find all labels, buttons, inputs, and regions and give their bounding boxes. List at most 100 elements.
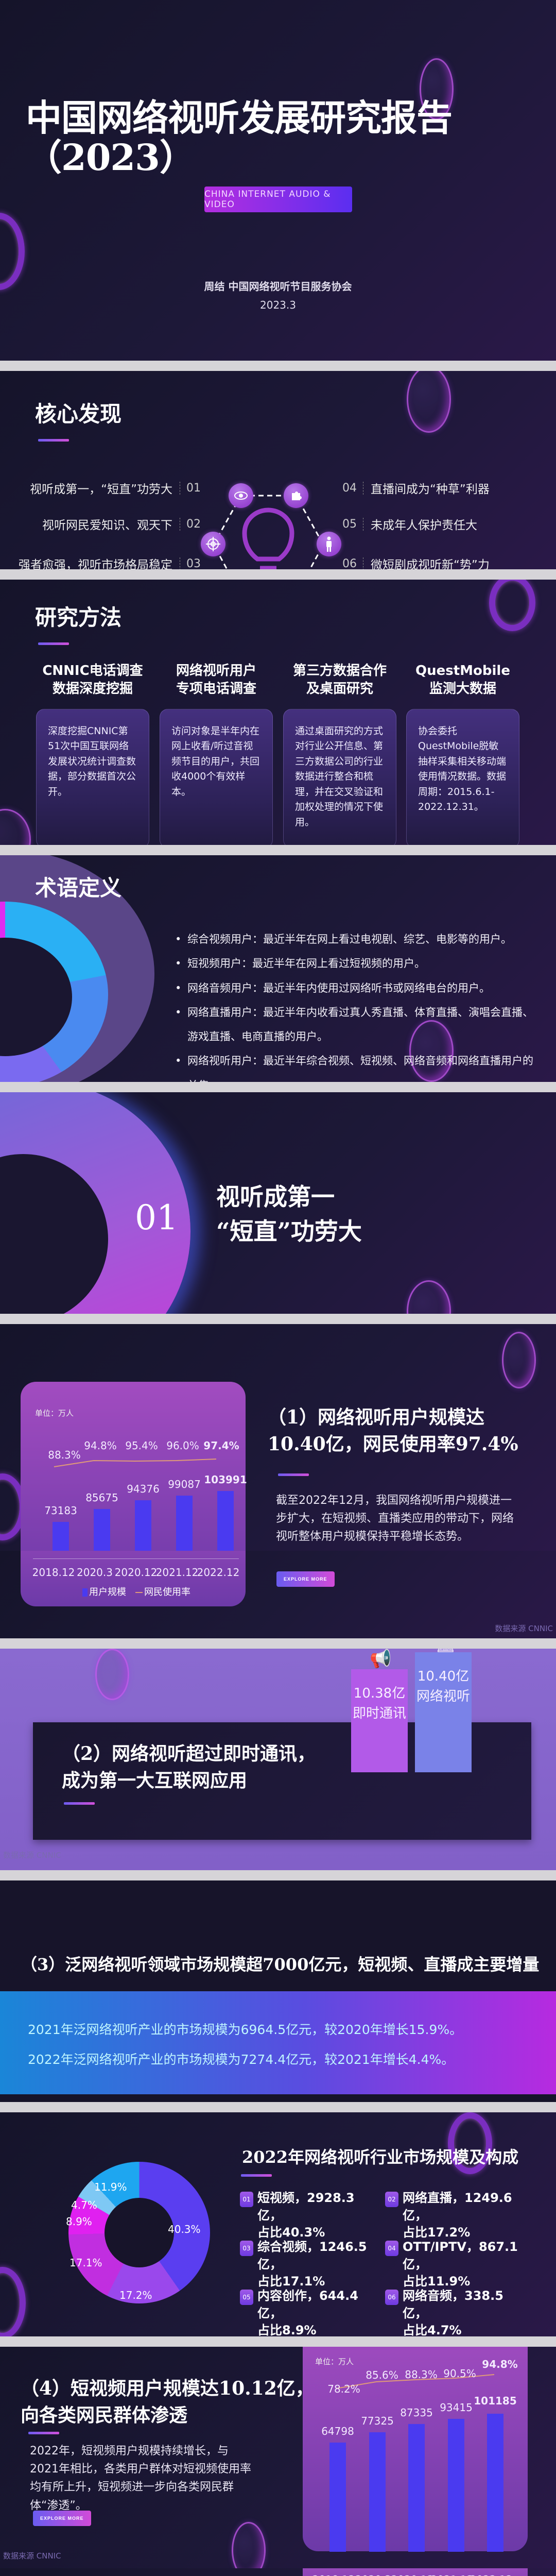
rate-label: 88.3% [48,1449,81,1461]
finding-text: 直播间成为“种草”利器 [371,483,490,496]
composition-item: 05 内容创作，644.4亿， 占比8.9% [240,2287,379,2336]
market-line-2021: 2021年泛网络视听产业的市场规模为6964.5亿元，较2020年增长15.9%… [28,2022,463,2037]
donut-label: 8.9% [66,2215,92,2228]
finding-text: 视听成第一，“短直”功劳大 [30,483,172,496]
lightbulb-icon [242,507,294,569]
rate-label: 78.2% [327,2383,360,2395]
research-methods-slide: 研究方法 CNNIC电话调查 数据深度挖掘 深度挖掘CNNIC第51次中国互联网络… [0,580,556,845]
decor-bubble [502,1332,536,1388]
rate-label: 96.0% [166,1439,199,1452]
finding-num: 06 [342,557,363,569]
method-body: 访问对象是半年内在网上收看/听过音视频节目的用户，共回收4000个有效样本。 [160,709,273,845]
eye-icon [229,483,253,508]
composition-title: 2022年网络视听行业市场规模及构成 [242,2147,519,2167]
section-title: 术语定义 [35,875,122,901]
explore-more-button[interactable]: EXPLORE MORE [33,2511,91,2526]
finding-03: 强者愈强，视听市场格局稳定 03 [19,555,201,569]
finding-text: 微短剧成视听新“势”力 [371,558,490,569]
bar-2022-12 [487,2414,503,2552]
short-video-chart-card: 单位：万人 78.2% 85.6% 88.3% 90.5% 94.8% 6479… [303,2347,528,2552]
data-source: 数据来源 CNNIC [495,1624,553,1633]
x-tick: 2022.12 [470,2573,513,2576]
value-label: 85675 [85,1492,118,1504]
section-heading: 视听成第一 “短直”功劳大 [216,1183,362,1245]
title-underline [278,1473,309,1476]
decor-bubble [232,2522,266,2568]
slide-body: 2022年，短视频用户规模持续增长，与2021年相比，各类用户群体对短视频使用率… [30,2445,251,2512]
section-title: 核心发现 [35,401,122,427]
finding-text: 未成年人保护责任大 [371,519,477,532]
x-tick: 2018.12 [32,1566,75,1579]
rate-label: 94.8% [482,2358,518,2370]
x-tick: 2020.3 [77,1566,113,1579]
rate-label: 95.4% [125,1439,158,1452]
finding-text: 视听网民爱知识、观天下 [42,519,172,532]
donut-label: 17.1% [70,2257,102,2269]
av-block: 10.40亿 网络视听 [415,1652,472,1772]
donut-label: 11.9% [94,2181,127,2193]
market-line-2022: 2022年泛网络视听产业的市场规模为7274.4亿元，较2021年增长4.4%。 [28,2052,455,2067]
method-card-questmobile: QuestMobile 监测大数据 协会委托QuestMobile脱敏抽样采集相关… [406,654,519,845]
slide-heading: （1）网络视听用户规模达10.40亿，网民使用率97.4% [268,1406,518,1455]
finding-05: 05 未成年人保护责任大 [342,515,477,533]
finding-04: 04 直播间成为“种草”利器 [342,479,490,497]
decor-bubble [407,371,451,433]
bar-2021-12 [448,2419,464,2552]
decor-bubble [420,58,454,120]
term-item: 短视频用户：最近半年在网上看过短视频的用户。 [175,952,535,976]
bar-2020-12 [135,1500,151,1551]
bar-2020-12 [408,2424,425,2552]
title-underline [38,642,69,645]
explore-more-button[interactable]: EXPLORE MORE [276,1571,335,1587]
composition-item: 04 OTT/IPTV，867.1亿， 占比11.9% [385,2239,524,2291]
term-item: 网络直播用户：最近半年内收看过真人秀直播、体育直播、演唱会直播、游戏直播、电商直… [175,1001,535,1049]
data-source: 数据来源 CNNIC [3,1851,61,1860]
method-heading: 网络视听用户 专项电话调查 [176,663,256,697]
publish-date: 2023.3 [260,299,296,311]
decor-bubble [407,1280,451,1314]
hexagon-diagram [213,495,324,569]
monitor-icon: 🖥 [435,1649,457,1654]
method-body: 协会委托QuestMobile脱敏抽样采集相关移动端使用情况数据。数据周期：20… [406,709,519,845]
report-title: 中国网络视听发展研究报告（2023） [26,96,453,179]
decor-bubble [0,809,31,845]
short-video-users-slide-footer: 2018.12 2020.3 2020.12 2021.12 2022.12 用… [0,2568,556,2576]
slide-heading: （3）泛网络视听领域市场规模超7000亿元，短视频、直播成主要增量 [21,1955,540,1974]
donut-label: 4.7% [71,2199,97,2211]
users-chart-card: 单位：万人 88.3% 94.8% 95.4% 96.0% 97.4% 7318… [21,1382,247,1551]
composition-item: 01 短视频，2928.3亿， 占比40.3% [240,2190,379,2242]
value-label: 87335 [400,2406,433,2419]
short-video-chart-card-bottom: 2018.12 2020.3 2020.12 2021.12 2022.12 用… [303,2568,528,2576]
chart-unit: 单位：万人 [35,1409,74,1418]
method-card-phone-survey: 网络视听用户 专项电话调查 访问对象是半年内在网上收看/听过音视频节目的用户，共回… [160,654,273,845]
users-chart-card-bottom: 2018.12 2020.3 2020.12 2021.12 2022.12 用… [21,1551,246,1606]
method-heading: QuestMobile 监测大数据 [415,663,510,697]
publisher: 周结 中国网络视听节目服务协会 [204,280,352,293]
value-label: 77325 [361,2415,394,2427]
composition-item: 03 综合视频，1246.5亿， 占比17.1% [240,2239,379,2291]
slide-heading: （2）网络视听超过即时通讯， 成为第一大互联网应用 [62,1743,316,1792]
finding-num: 03 [180,557,201,569]
decor-ring [489,580,535,631]
finding-02: 视听网民爱知识、观天下 02 [42,515,201,533]
term-item: 网络视听用户：最近半年综合视频、短视频、网络音频和网络直播用户的并集。 [175,1049,535,1082]
composition-item: 06 网络音频，338.5亿， 占比4.7% [385,2287,524,2336]
finding-06: 06 微短剧成视听新“势”力 [342,555,490,569]
puzzle-icon [284,483,308,508]
bar-2018-12 [329,2443,346,2552]
usage-rate-line [54,1459,217,1467]
rate-label: 90.5% [443,2367,476,2380]
market-band: 2021年泛网络视听产业的市场规模为6964.5亿元，较2020年增长15.9%… [0,1991,556,2094]
slide-heading: （4）短视频用户规模达10.12亿， 向各类网民群体渗透 [21,2378,314,2427]
finding-num: 02 [180,517,201,531]
method-body: 深度挖掘CNNIC第51次中国互联网络发展状况统计调查数据，部分数据首次公开。 [36,709,149,845]
bar-2021-12 [176,1496,193,1551]
method-body: 通过桌面研究的方式对行业公开信息、第三方数据公司的行业数据进行整合和梳理，并在交… [283,709,396,845]
market-composition-slide: 40.3% 17.2% 17.1% 8.9% 4.7% 11.9% 2022年网… [0,2112,556,2336]
title-underline [28,2432,59,2434]
decor-ring [0,2267,26,2336]
title-underline [38,439,69,442]
rate-label: 94.8% [84,1439,117,1452]
value-label: 93415 [440,2401,473,2414]
terms-list: 综合视频用户：最近半年在网上看过电视剧、综艺、电影等的用户。 短视频用户：最近半… [175,927,535,1082]
